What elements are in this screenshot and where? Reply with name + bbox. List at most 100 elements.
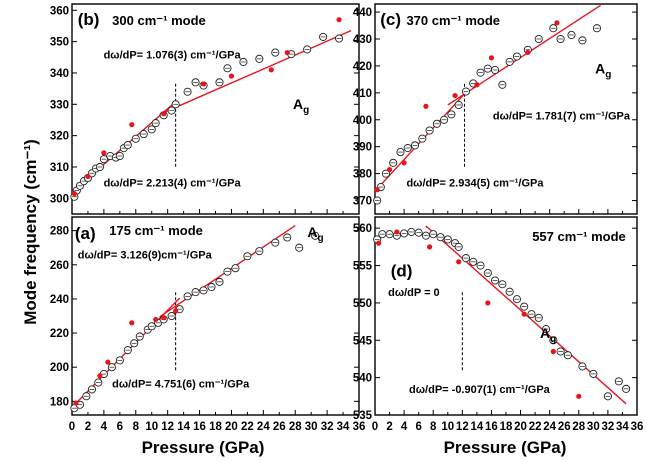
data-point-open [425, 126, 434, 135]
data-point-open [223, 64, 232, 73]
data-point-red [525, 49, 531, 56]
mode-symmetry-label: Ag [595, 60, 611, 80]
x-tick-label: 4 [401, 421, 408, 433]
data-point-open [512, 52, 521, 61]
data-point-red [426, 244, 433, 250]
y-tick-label: 340 [50, 68, 69, 80]
data-point-open [534, 313, 543, 322]
x-tick-label: 22 [529, 421, 542, 433]
x-tick-label: 10 [145, 421, 158, 433]
data-point-open [578, 36, 587, 45]
data-point-open [115, 356, 124, 365]
data-point-open [311, 231, 320, 240]
data-point-red [474, 82, 480, 88]
data-point-open [283, 233, 292, 242]
data-point-open [151, 119, 160, 128]
data-point-open [407, 227, 416, 236]
x-tick-label: 34 [616, 421, 629, 433]
data-point-open [520, 302, 529, 311]
data-point-red [485, 300, 491, 306]
panel-c: 370 380 390 400 410 420 430 440 (c) 370 cm⁻¹ mode… [353, 3, 638, 215]
y-tick-label: 410 [353, 88, 372, 100]
panel-b: 300 310 320 330 340 350 360 (b) 300 cm⁻¹ mode Ag d… [50, 3, 360, 215]
x-tick-label: 28 [572, 421, 585, 433]
data-point-open [403, 143, 412, 153]
y-tick-label: 430 [353, 34, 372, 46]
y-tick-label: 330 [50, 99, 69, 111]
data-point-open [541, 325, 551, 334]
data-point-red [129, 320, 135, 326]
data-point-open [223, 267, 232, 276]
data-point-red [386, 166, 393, 173]
y-tick-label: 310 [50, 162, 69, 174]
data-point-open [418, 134, 427, 143]
data-point-open [381, 169, 390, 178]
panel-title: 557 cm⁻¹ mode [532, 229, 626, 244]
data-point-red [101, 150, 107, 156]
data-point-open [396, 148, 405, 157]
data-point-open [335, 34, 344, 43]
data-point-open [400, 229, 409, 238]
data-point-open [131, 134, 140, 143]
data-point-red [73, 400, 79, 406]
y-tick-label: 370 [353, 196, 372, 208]
data-point-open [107, 363, 116, 372]
data-point-open [183, 292, 192, 301]
x-tick-label: 18 [209, 421, 222, 433]
slope-annotation: dω/dP = 0 [388, 287, 440, 299]
y-tick-label: 390 [353, 142, 372, 154]
x-tick-label: 12 [161, 421, 174, 433]
slope-annotation: dω/dP= 1.781(7) cm⁻¹/GPa [493, 111, 631, 123]
y-tick-label: 220 [50, 328, 69, 340]
data-point-open [295, 243, 304, 252]
fit-line [447, 4, 601, 106]
data-point-red [374, 187, 380, 193]
data-point-open [614, 377, 623, 386]
data-point-open [436, 233, 445, 242]
data-point-open [603, 392, 612, 401]
x-tick-label: 32 [601, 421, 614, 433]
slope-annotation: dω/dP= 1.076(3) cm⁻¹/GPa [104, 50, 242, 62]
mode-symmetry-label: Ag [307, 224, 323, 244]
y-tick-label: 300 [50, 193, 69, 205]
data-point-open [139, 130, 148, 139]
slope-annotation: dω/dP= -0.907(1) cm⁻¹/GPa [409, 384, 551, 396]
data-point-red [423, 103, 429, 109]
x-tick-label: 20 [514, 421, 527, 433]
x-tick-label: 0 [69, 421, 75, 433]
x-tick-label: 36 [631, 421, 644, 433]
x-tick-label: 6 [415, 421, 421, 433]
data-point-open [319, 32, 328, 41]
data-point-red [336, 17, 342, 23]
x-tick-label: 26 [558, 421, 571, 433]
data-point-open [147, 322, 156, 331]
data-point-red [97, 373, 103, 379]
y-tick-label: 200 [50, 362, 69, 374]
data-point-red [129, 122, 135, 128]
y-tick-label: 180 [50, 396, 69, 408]
slope-annotation: dω/dP= 3.126(9)cm⁻¹/GPa [78, 250, 213, 262]
data-point-open [443, 235, 452, 244]
data-point-open [147, 125, 156, 134]
data-point-red [576, 393, 582, 399]
data-point-red [554, 20, 560, 26]
x-tick-label: 30 [305, 421, 318, 433]
x-tick-label: 34 [337, 421, 350, 433]
data-point-open [123, 346, 132, 355]
data-point-open [199, 286, 208, 295]
data-point-open [94, 378, 103, 387]
x-tick-label: 18 [500, 421, 513, 433]
data-point-open [622, 384, 631, 393]
data-point-open [271, 48, 280, 57]
x-tick-label: 16 [485, 421, 498, 433]
data-point-open [592, 24, 602, 33]
data-point-red [268, 67, 274, 73]
data-point-red [173, 308, 179, 314]
shared-y-axis-label: Mode frequency (cm⁻¹) [21, 139, 40, 325]
data-point-open [454, 242, 463, 251]
data-point-open [378, 230, 387, 239]
data-point-open [578, 362, 587, 371]
data-point-open [549, 336, 558, 345]
x-tick-label: 12 [456, 421, 469, 433]
